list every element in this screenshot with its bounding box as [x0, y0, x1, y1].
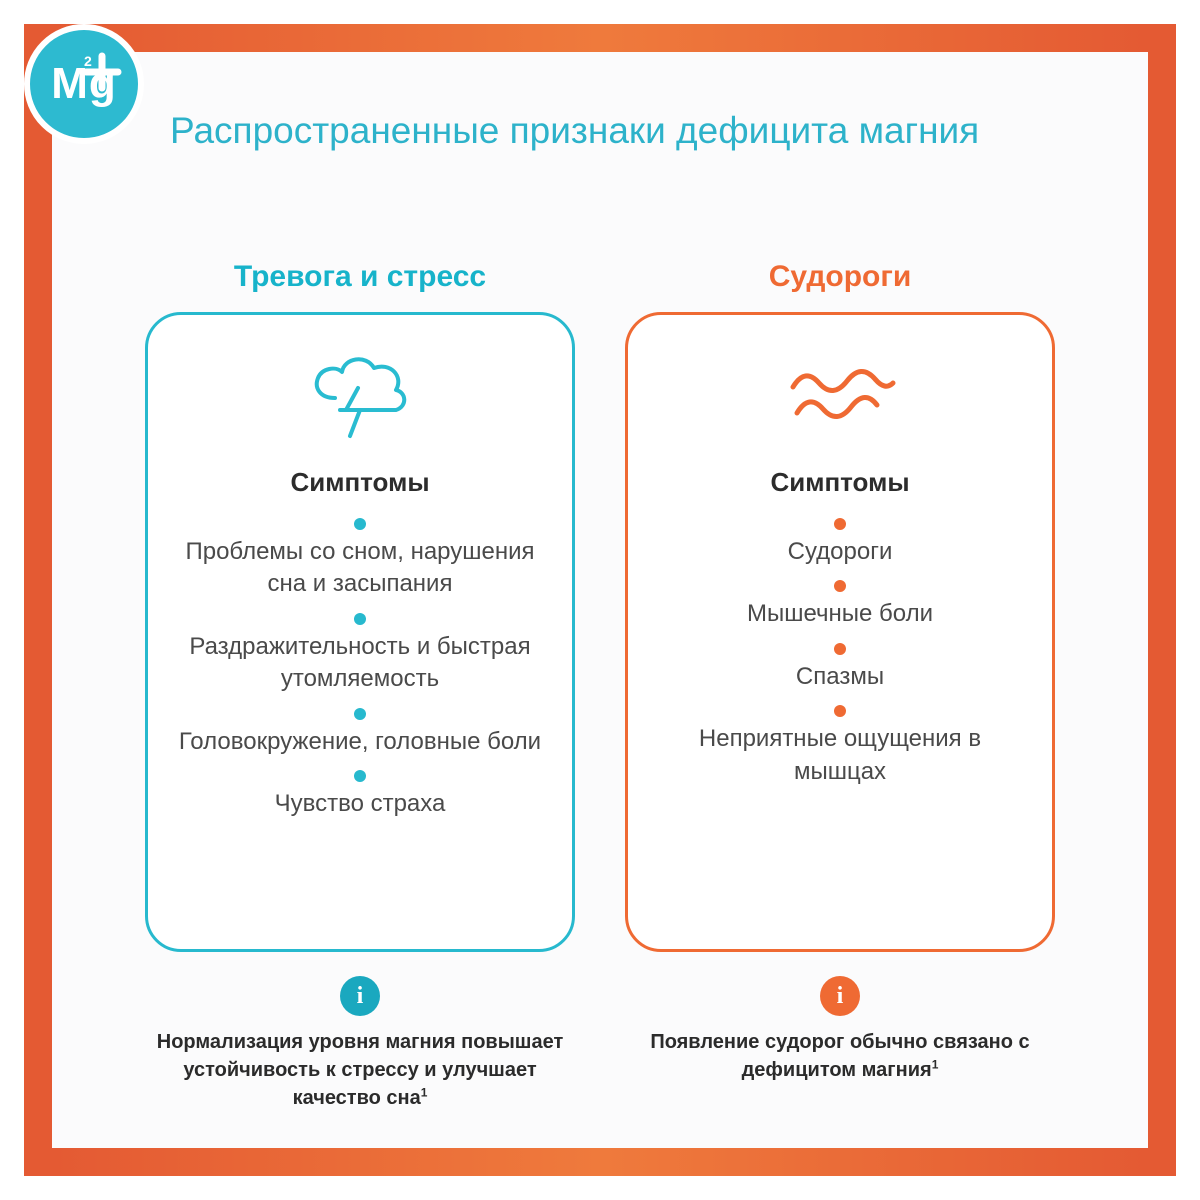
info-icon: i: [340, 976, 380, 1016]
column-cramps: Судороги Симптомы Судороги Мышечные боли…: [620, 260, 1060, 1112]
charge-number: 2: [84, 53, 92, 69]
symptom-item: Проблемы со сном, нарушения сна и засыпа…: [175, 536, 545, 601]
info-block: i Нормализация уровня магния повышает ус…: [150, 976, 570, 1112]
info-icon: i: [820, 976, 860, 1016]
bullet-dot: [354, 708, 366, 720]
plus-icon: 2: [80, 50, 124, 94]
column-title: Тревога и стресс: [234, 260, 486, 294]
storm-cloud-icon: [300, 343, 420, 453]
bullet-dot: [354, 613, 366, 625]
info-block: i Появление судорог обычно связано с деф…: [630, 976, 1050, 1084]
symptom-item: Головокружение, головные боли: [179, 726, 541, 758]
symptom-item: Мышечные боли: [747, 598, 933, 630]
info-ref: 1: [421, 1085, 428, 1099]
bullet-dot: [354, 770, 366, 782]
cramp-waves-icon: [775, 343, 905, 453]
bullet-dot: [834, 643, 846, 655]
info-text: Нормализация уровня магния повышает усто…: [150, 1028, 570, 1112]
column-anxiety: Тревога и стресс Симптомы Проблемы со сн…: [140, 260, 580, 1112]
symptom-item: Чувство страха: [275, 788, 446, 820]
card-anxiety: Симптомы Проблемы со сном, нарушения сна…: [145, 312, 575, 952]
info-ref: 1: [932, 1057, 939, 1071]
mg-badge: Mg 2: [24, 24, 144, 144]
info-text-content: Появление судорог обычно связано с дефиц…: [650, 1031, 1029, 1081]
info-text-content: Нормализация уровня магния повышает усто…: [157, 1031, 563, 1109]
subhead: Симптомы: [770, 467, 909, 498]
subhead: Симптомы: [290, 467, 429, 498]
bullet-dot: [354, 518, 366, 530]
card-cramps: Симптомы Судороги Мышечные боли Спазмы Н…: [625, 312, 1055, 952]
bullet-dot: [834, 705, 846, 717]
cards-row: Тревога и стресс Симптомы Проблемы со сн…: [130, 260, 1070, 1112]
symptom-item: Судороги: [788, 536, 893, 568]
bullet-dot: [834, 580, 846, 592]
symptom-item: Неприятные ощущения в мышцах: [655, 723, 1025, 788]
info-text: Появление судорог обычно связано с дефиц…: [630, 1028, 1050, 1084]
column-title: Судороги: [769, 260, 912, 294]
symptom-item: Раздражительность и быстрая утомляемость: [175, 631, 545, 696]
symptom-item: Спазмы: [796, 661, 884, 693]
bullet-dot: [834, 518, 846, 530]
page-title: Распространенные признаки дефицита магни…: [170, 110, 1150, 152]
